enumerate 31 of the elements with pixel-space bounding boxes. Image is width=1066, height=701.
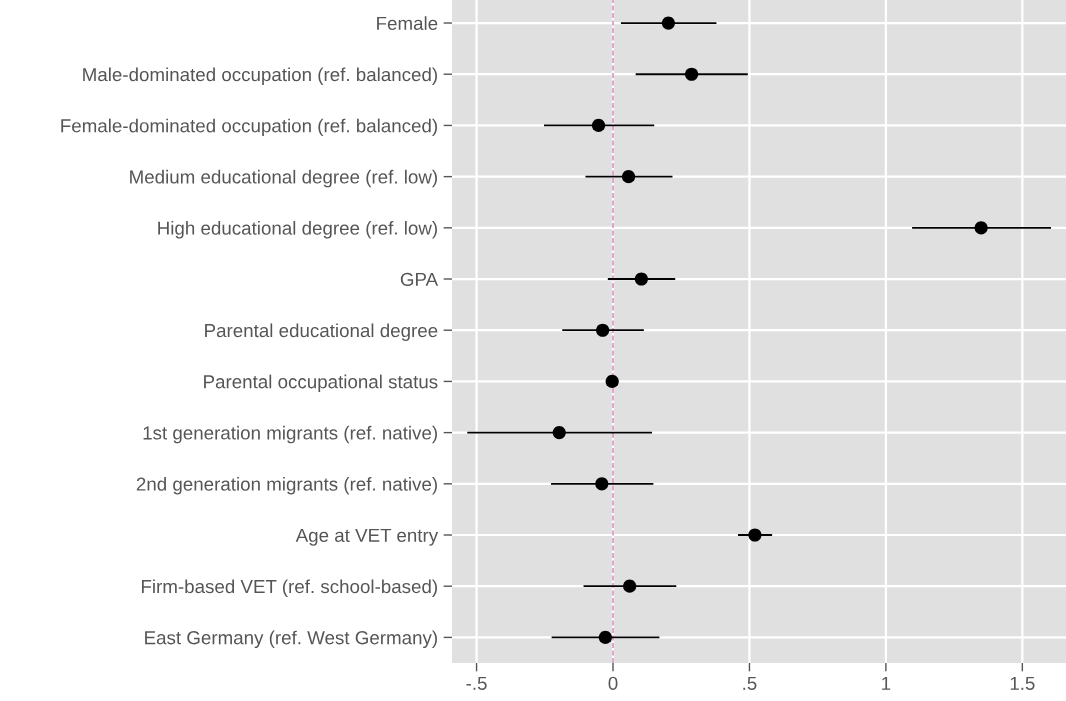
x-tick-label: .5 [743,676,757,690]
y-tick-label: Medium educational degree (ref. low) [130,169,437,188]
y-tick-label: GPA [400,272,439,286]
y-tick-label: Firm-based VET (ref. school-based) [141,579,437,597]
y-tick-label: 1st generation migrants (ref. native) [143,425,437,444]
y-tick-label: Male-dominated occupation (ref. balanced) [83,67,437,85]
x-tick-label: 0 [608,676,618,690]
x-tick-label: -.5 [466,676,487,690]
point [623,579,637,593]
point [605,374,619,388]
point [748,528,762,542]
y-tick-label: Female [377,16,438,31]
point [661,16,675,30]
point [634,272,648,286]
y-tick-label: Age at VET entry [295,528,439,546]
point [595,477,609,491]
point [596,323,610,337]
y-tick-label: Parental occupational status [204,374,438,393]
point [621,170,636,184]
point [598,630,612,644]
point [591,118,606,133]
y-tick-label: 2nd generation migrants (ref. native) [136,477,437,495]
y-tick-label: Female-dominated occupation (ref. balanced) [61,118,437,137]
point [552,426,566,440]
point [974,221,988,235]
point [685,67,699,81]
y-tick-label: East Germany (ref. West Germany) [145,630,437,649]
x-tick-label: 1 [882,676,891,690]
x-tick-label: 1.5 [1010,676,1035,690]
y-tick-label: High educational degree (ref. low) [158,221,437,239]
y-tick-label: Parental educational degree [205,323,438,341]
